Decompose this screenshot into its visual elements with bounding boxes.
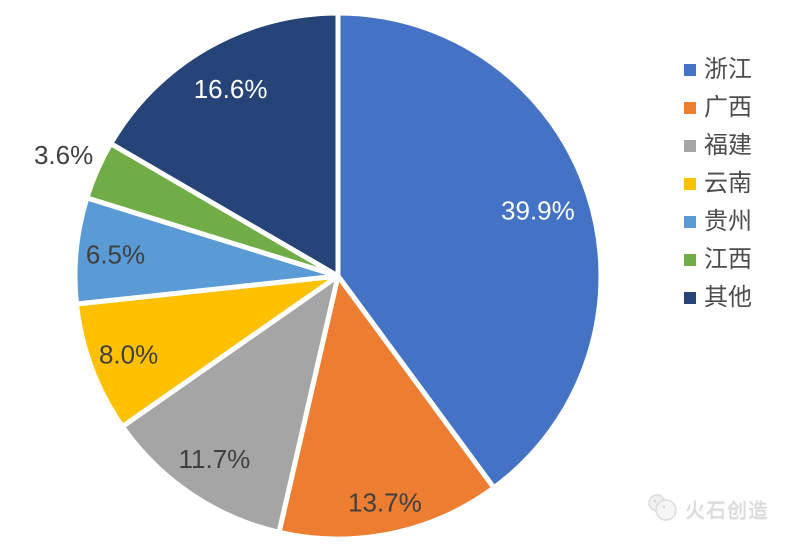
pie-slice (74, 273, 341, 430)
legend-label: 贵州 (704, 208, 752, 235)
chart-legend: 浙江广西福建云南贵州江西其他 (684, 51, 752, 317)
pie-slice-label: 6.5% (86, 239, 145, 269)
watermark-logo-icon (648, 494, 677, 521)
watermark-text: 火石创造 (685, 499, 769, 522)
pie-slice-label: 11.7% (179, 444, 251, 474)
pie-slice (108, 10, 341, 279)
legend-label: 浙江 (704, 56, 752, 83)
legend-item: 浙江 (684, 51, 752, 89)
pie-slice (276, 273, 497, 542)
legend-label: 福建 (704, 132, 752, 159)
pie-slice (119, 273, 341, 535)
legend-item: 其他 (684, 279, 752, 317)
pie-slice (335, 10, 604, 491)
legend-swatch-icon (684, 140, 696, 152)
legend-swatch-icon (684, 102, 696, 114)
legend-label: 江西 (704, 246, 752, 273)
pie-slice-label: 16.6% (194, 74, 268, 104)
pie-slice-label: 13.7% (348, 488, 422, 518)
pie-slice-label: 8.0% (99, 339, 158, 369)
legend-swatch-icon (684, 64, 696, 76)
legend-item: 福建 (684, 127, 752, 165)
pie-slice-label: 39.9% (501, 195, 575, 225)
legend-item: 江西 (684, 241, 752, 279)
pie-slice-label: 3.6% (34, 140, 93, 170)
legend-label: 其他 (704, 284, 752, 311)
legend-label: 云南 (704, 170, 752, 197)
legend-item: 云南 (684, 165, 752, 203)
legend-swatch-icon (684, 216, 696, 228)
legend-label: 广西 (704, 94, 752, 121)
legend-item: 广西 (684, 89, 752, 127)
watermark: 火石创造 (646, 491, 769, 525)
legend-item: 贵州 (684, 203, 752, 241)
legend-swatch-icon (684, 292, 696, 304)
legend-swatch-icon (684, 178, 696, 190)
legend-swatch-icon (684, 254, 696, 266)
